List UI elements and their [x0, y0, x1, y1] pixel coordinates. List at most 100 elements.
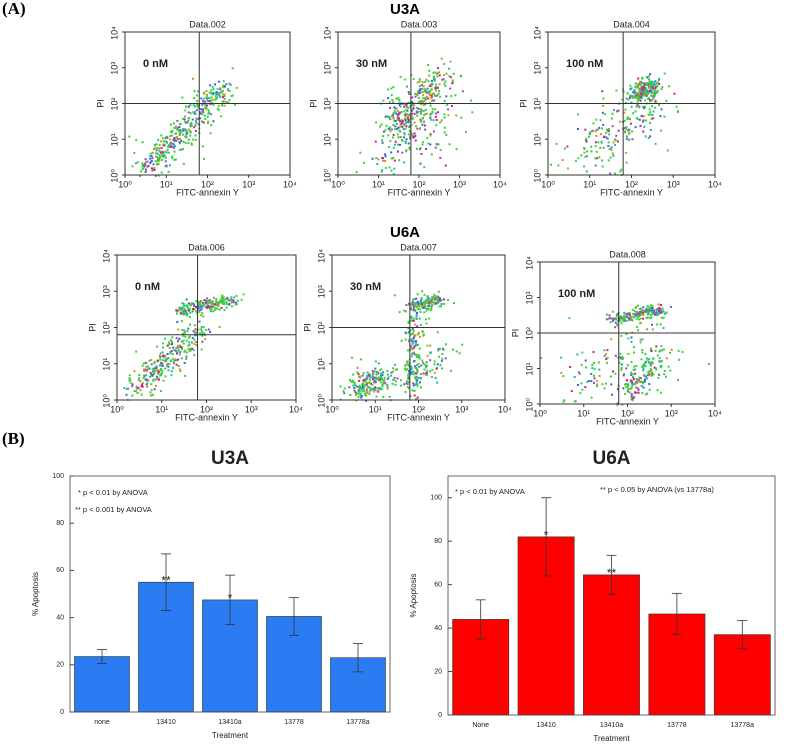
- event-dot: [675, 105, 678, 108]
- event-dot: [429, 359, 432, 362]
- event-dot: [196, 100, 199, 103]
- event-dot: [441, 357, 444, 360]
- event-dot: [415, 316, 418, 319]
- event-dot: [661, 349, 664, 352]
- error-bar: [161, 553, 171, 611]
- event-dot: [228, 299, 230, 302]
- event-dot: [145, 374, 148, 377]
- event-dot: [419, 88, 422, 91]
- significance-label: **: [161, 573, 171, 587]
- event-dot: [376, 163, 379, 165]
- x-tick-label: 10¹: [160, 179, 173, 189]
- event-dot: [432, 71, 435, 74]
- event-dot: [651, 328, 654, 331]
- event-dot: [431, 108, 434, 111]
- event-dot: [630, 101, 633, 104]
- event-dot: [619, 319, 622, 322]
- dose-label: 0 nM: [143, 58, 168, 70]
- event-dot: [393, 119, 396, 122]
- event-dot: [202, 99, 204, 102]
- event-dot: [418, 148, 421, 151]
- event-dot: [198, 332, 201, 335]
- event-dot: [153, 168, 156, 171]
- event-dot: [641, 77, 644, 80]
- event-dot: [404, 122, 407, 125]
- event-dot: [166, 363, 169, 365]
- event-dot: [231, 305, 234, 308]
- event-dot: [422, 330, 425, 333]
- event-dot: [382, 99, 385, 102]
- event-dot: [187, 128, 190, 131]
- event-dot: [620, 334, 623, 337]
- event-dot: [653, 366, 656, 369]
- event-dot: [628, 387, 631, 390]
- event-dot: [404, 140, 407, 143]
- event-dot: [203, 303, 206, 306]
- event-dot: [148, 375, 151, 378]
- event-dot: [455, 350, 458, 353]
- event-dot: [652, 97, 655, 100]
- event-dot: [158, 354, 161, 357]
- event-dot: [419, 311, 422, 313]
- event-dot: [153, 388, 156, 391]
- event-dot: [439, 156, 442, 159]
- event-dot: [423, 304, 426, 307]
- event-dot: [386, 383, 389, 386]
- event-dot: [418, 80, 421, 83]
- x-tick-label: 13778a: [731, 722, 754, 729]
- event-dot: [428, 74, 431, 77]
- event-dot: [429, 118, 432, 121]
- event-dot: [343, 392, 346, 395]
- event-dot: [420, 120, 422, 123]
- event-dot: [650, 316, 653, 319]
- event-dot: [413, 335, 416, 338]
- event-dot: [595, 128, 598, 131]
- x-tick-label: 10²: [625, 179, 638, 189]
- event-dot: [420, 118, 423, 121]
- event-dot: [580, 154, 583, 157]
- event-dot: [651, 307, 653, 310]
- plot-title: Data.008: [609, 249, 646, 259]
- event-dot: [419, 308, 422, 311]
- event-dot: [447, 108, 450, 111]
- event-dot: [601, 90, 604, 93]
- event-dot: [419, 381, 421, 384]
- x-tick-label: 10¹: [583, 179, 596, 189]
- event-dot: [624, 383, 626, 386]
- event-dot: [397, 97, 400, 100]
- event-dot: [164, 137, 167, 140]
- event-dot: [408, 387, 410, 390]
- event-dot: [214, 98, 217, 101]
- event-dot: [187, 308, 190, 311]
- event-dot: [648, 86, 651, 89]
- event-dot: [407, 376, 410, 379]
- event-dot: [406, 360, 409, 363]
- event-dot: [601, 111, 604, 114]
- event-dot: [610, 317, 613, 320]
- event-dot: [420, 152, 423, 155]
- event-dot: [655, 323, 658, 326]
- event-dot: [663, 115, 666, 118]
- event-dot: [205, 90, 208, 92]
- event-dot: [621, 403, 624, 406]
- plot-title: Data.002: [189, 19, 226, 29]
- event-dot: [187, 105, 190, 108]
- event-dot: [156, 345, 159, 348]
- y-tick-label: 10⁰: [532, 169, 542, 183]
- event-dot: [629, 391, 631, 394]
- event-dot: [641, 105, 644, 108]
- event-dot: [429, 134, 432, 137]
- event-dot: [195, 118, 198, 121]
- panel-label: (A): [2, 0, 26, 18]
- event-dot: [161, 153, 164, 156]
- event-dot: [636, 93, 639, 96]
- event-dot: [215, 298, 218, 301]
- event-dot: [427, 297, 430, 300]
- event-dot: [399, 122, 402, 125]
- event-dot: [364, 392, 367, 395]
- event-dot: [422, 109, 425, 112]
- event-dot: [227, 89, 229, 91]
- event-dot: [585, 140, 588, 143]
- event-dot: [416, 81, 419, 84]
- event-dot: [425, 78, 428, 81]
